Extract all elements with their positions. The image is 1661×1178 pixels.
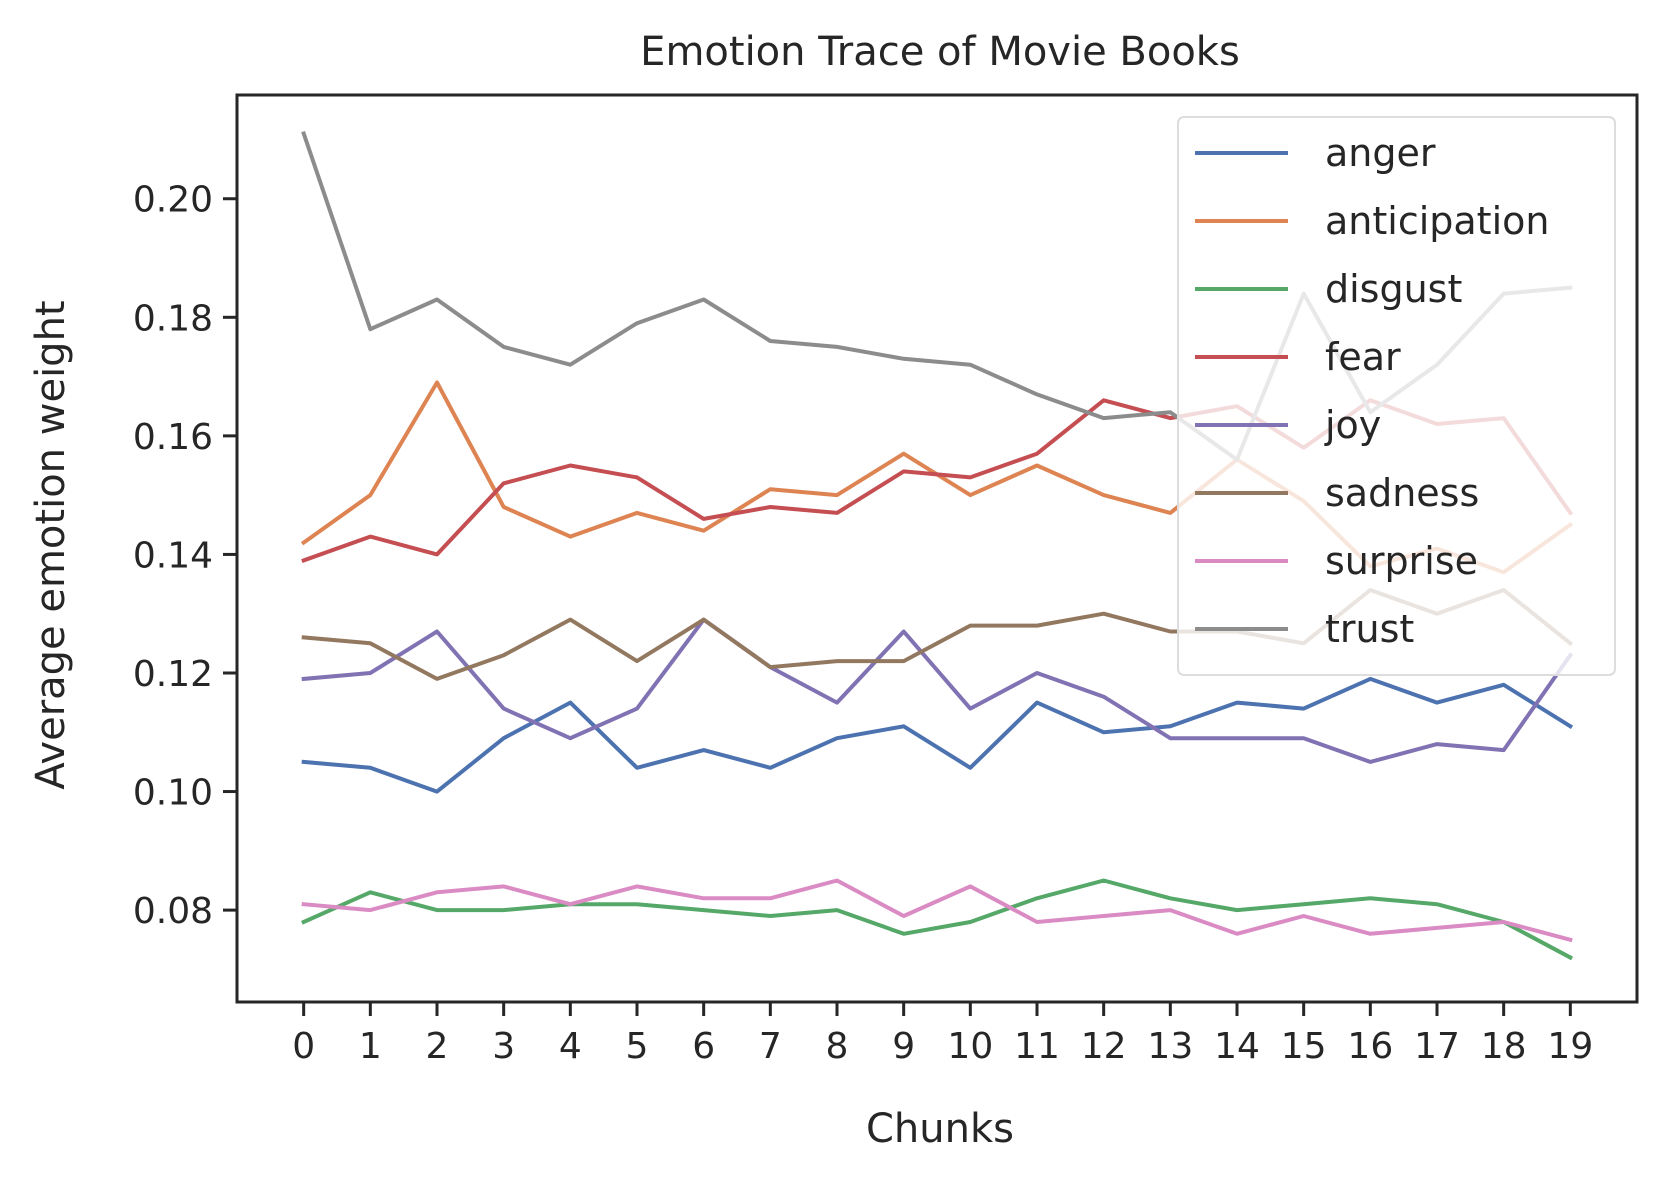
y-tick-label: 0.18: [133, 298, 213, 339]
series-line-joy: [301, 617, 1574, 764]
series-lines: [300, 130, 1574, 961]
x-tick-label: 5: [626, 1026, 649, 1067]
y-axis-label: Average emotion weight: [28, 300, 74, 789]
x-tick-label: 1: [359, 1026, 382, 1067]
x-tick-label: 17: [1414, 1026, 1460, 1067]
legend-label-fear: fear: [1325, 335, 1401, 379]
series-line-disgust: [301, 878, 1574, 961]
plot-frame: [235, 93, 1639, 1004]
x-tick-label: 12: [1081, 1026, 1127, 1067]
x-tick-label: 8: [826, 1026, 849, 1067]
legend-items: anger anticipation disgust fear joy sadness su…: [1195, 131, 1549, 651]
x-tick-label: 9: [892, 1026, 915, 1067]
chart-title: Emotion Trace of Movie Books: [640, 29, 1240, 75]
x-tick-label: 2: [426, 1026, 449, 1067]
x-tick-label: 15: [1281, 1026, 1327, 1067]
legend-label-anticipation: anticipation: [1325, 199, 1549, 243]
legend-label-disgust: disgust: [1325, 267, 1462, 311]
x-tick-label: 10: [947, 1026, 993, 1067]
legend-label-anger: anger: [1325, 131, 1436, 175]
x-tick-label: 13: [1147, 1026, 1193, 1067]
legend-label-trust: trust: [1325, 607, 1414, 651]
y-axis-ticks: 0.08 0.10 0.12 0.14 0.16 0.18 0.20: [133, 180, 237, 932]
y-tick-label: 0.08: [133, 891, 213, 932]
x-tick-label: 19: [1547, 1026, 1593, 1067]
x-axis-ticks: 0 1 2 3 4 5 6 7 8 9 10 11 12 13 14 15 16 17 18 19: [292, 1002, 1593, 1067]
legend-label-joy: joy: [1324, 403, 1381, 447]
y-tick-label: 0.10: [133, 773, 213, 814]
x-tick-label: 6: [692, 1026, 715, 1067]
legend: anger anticipation disgust fear joy sadness su…: [1177, 116, 1616, 676]
x-tick-label: 7: [759, 1026, 782, 1067]
legend-label-surprise: surprise: [1325, 539, 1478, 583]
y-tick-label: 0.20: [133, 180, 213, 221]
x-tick-label: 16: [1347, 1026, 1393, 1067]
x-tick-label: 18: [1481, 1026, 1527, 1067]
series-line-surprise: [301, 878, 1573, 943]
y-tick-label: 0.16: [133, 417, 213, 458]
x-tick-label: 0: [292, 1026, 315, 1067]
y-tick-label: 0.12: [133, 654, 213, 695]
series-line-anger: [301, 676, 1574, 794]
x-tick-label: 11: [1014, 1026, 1060, 1067]
legend-label-sadness: sadness: [1325, 471, 1479, 515]
legend-frame: [1177, 116, 1616, 676]
y-tick-label: 0.14: [133, 535, 213, 576]
x-tick-label: 14: [1214, 1026, 1260, 1067]
x-tick-label: 3: [492, 1026, 515, 1067]
x-tick-label: 4: [559, 1026, 582, 1067]
x-axis-label: Chunks: [866, 1106, 1014, 1152]
